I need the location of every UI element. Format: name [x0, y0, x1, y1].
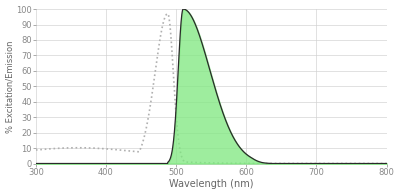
- X-axis label: Wavelength (nm): Wavelength (nm): [169, 179, 254, 190]
- Y-axis label: % Excitation/Emission: % Excitation/Emission: [6, 40, 14, 133]
